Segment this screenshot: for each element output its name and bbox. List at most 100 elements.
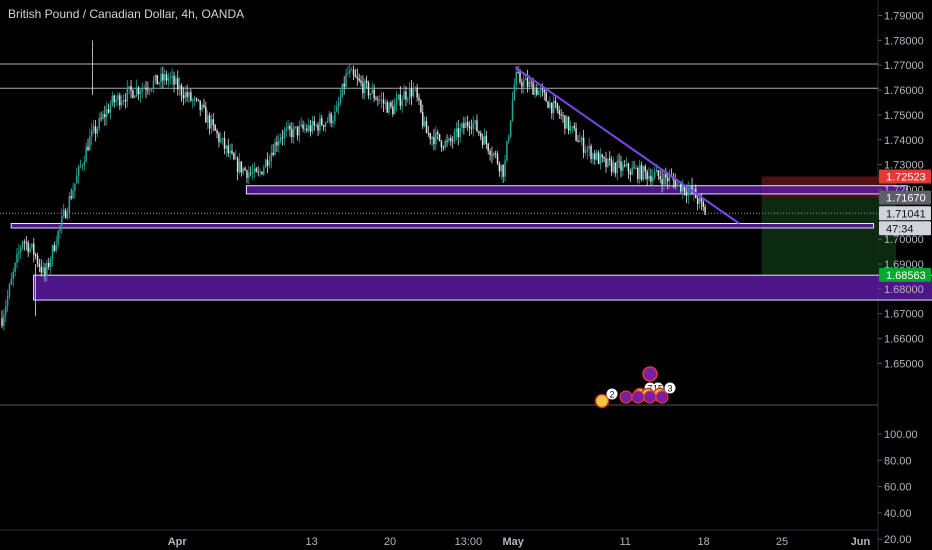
candle-body (259, 171, 261, 173)
time-tick-label: 11 (619, 536, 630, 548)
candle-body (287, 125, 289, 129)
candle-body (489, 150, 491, 156)
candle-body (137, 87, 140, 94)
candle-body (414, 87, 417, 89)
candle-body (315, 124, 317, 126)
candle-body (504, 160, 506, 177)
candle-body (472, 123, 474, 129)
time-tick-label: May (502, 536, 524, 548)
candle-body (698, 197, 701, 204)
candle-body (264, 159, 267, 168)
candle-body (180, 85, 183, 95)
candle-body (46, 262, 48, 276)
candle-body (547, 101, 549, 108)
candle-body (556, 103, 559, 111)
candle-body (668, 175, 671, 182)
candle-body (225, 145, 228, 149)
candle-body (210, 119, 213, 129)
candle-body (661, 179, 663, 185)
candle-body (599, 154, 602, 164)
candle-body (418, 97, 420, 101)
candle-body (704, 206, 706, 215)
candle-body (162, 73, 164, 81)
candle-body (629, 171, 632, 175)
candle-body (339, 96, 342, 104)
candle-body (423, 121, 426, 127)
candle-body (107, 109, 110, 113)
uk-flag-icon[interactable] (619, 390, 633, 404)
candle-body (236, 158, 239, 173)
candle-body (345, 73, 347, 87)
candle-body (352, 69, 355, 75)
candle-body (506, 141, 508, 161)
candle-body (436, 132, 439, 134)
candle-body (233, 153, 235, 160)
candle-body (465, 122, 467, 128)
uk-flag-icon[interactable] (643, 390, 657, 404)
entry-price-badge-text: 1.71670 (886, 193, 926, 205)
candle-body (8, 284, 11, 296)
canada-flag-icon[interactable] (594, 393, 610, 409)
candle-body (565, 116, 568, 129)
candle-body (49, 259, 52, 267)
candle-body (145, 87, 147, 90)
candle-body (14, 262, 16, 273)
candle-body (622, 165, 624, 171)
candle-body (395, 98, 398, 105)
candle-body (124, 100, 127, 102)
candle-body (386, 102, 388, 113)
candle-body (324, 122, 327, 127)
candle-body (393, 104, 396, 115)
candle-body (87, 146, 89, 151)
candle-body (12, 272, 14, 279)
support-zone-middle[interactable] (10, 222, 875, 229)
demand-zone-lower[interactable] (33, 274, 932, 301)
candle-body (199, 100, 201, 111)
candle-body (680, 181, 682, 192)
candle-body (479, 133, 482, 137)
candle-body (367, 82, 370, 96)
candle-body (10, 278, 13, 285)
candle-body (457, 128, 460, 138)
candle-body (422, 112, 424, 127)
candle-body (53, 245, 56, 251)
candle-body (130, 86, 132, 91)
price-tick-label: 1.65000 (884, 358, 924, 370)
candle-body (616, 160, 618, 174)
candle-body (296, 126, 299, 136)
candle-body (623, 165, 626, 167)
candle-body (147, 89, 149, 91)
candle-body (446, 140, 448, 142)
time-tick-label: 13:00 (455, 536, 483, 548)
candle-body (178, 85, 181, 90)
trendline[interactable] (514, 66, 740, 225)
candle-body (122, 100, 125, 102)
candle-body (272, 152, 274, 155)
take-profit-zone[interactable] (761, 197, 896, 275)
resistance-support-zone-upper[interactable] (245, 185, 908, 195)
candle-body (292, 127, 295, 138)
candle-body (509, 120, 512, 137)
candle-body (195, 98, 198, 100)
candle-body (696, 198, 699, 204)
price-tick-label: 1.66000 (884, 334, 924, 346)
price-tick-label: 1.76000 (884, 85, 924, 97)
uk-flag-icon[interactable] (655, 390, 669, 404)
candle-body (61, 216, 63, 227)
uk-flag-icon[interactable] (642, 366, 658, 382)
candle-body (3, 315, 5, 326)
candle-body (68, 196, 71, 213)
event-count-text: 2 (609, 390, 614, 400)
candle-body (167, 78, 170, 81)
candle-body (221, 138, 224, 140)
price-tick-label: 1.75000 (884, 110, 924, 122)
uk-flag-icon[interactable] (631, 390, 645, 404)
candle-body (573, 126, 575, 129)
candle-body (184, 92, 187, 99)
price-tick-label: 1.78000 (884, 35, 924, 47)
candle-body (640, 165, 643, 180)
candle-body (165, 74, 168, 81)
candle-body (72, 190, 74, 199)
candle-body (152, 80, 155, 89)
